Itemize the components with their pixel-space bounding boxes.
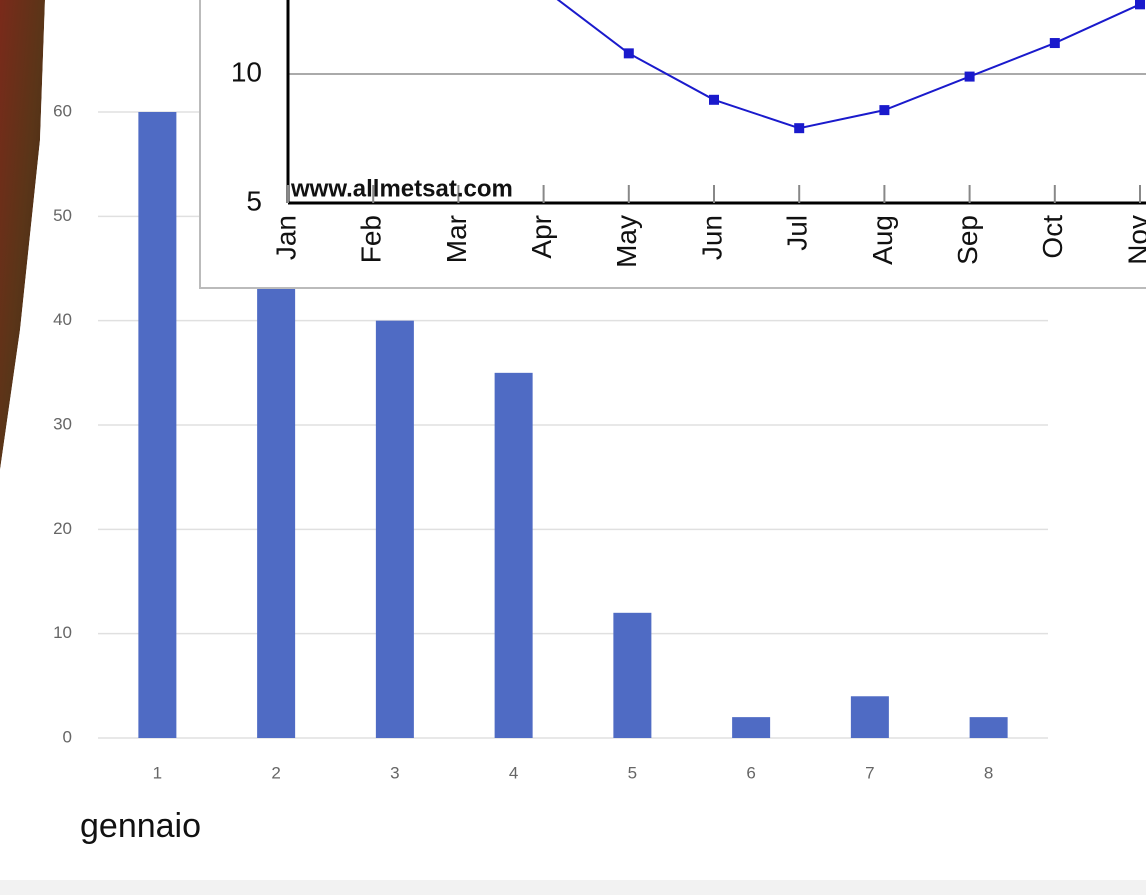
x-tick-label: 5 [628, 763, 637, 782]
line-point [1050, 38, 1060, 48]
bar [732, 717, 770, 738]
line-point [879, 105, 889, 115]
bar [851, 696, 889, 738]
x-tick-label: 3 [390, 763, 399, 782]
bar [376, 321, 414, 738]
line-chart-card: 5 10 Jan Feb Mar Apr May Jun Jul Aug Sep Oct Nov www.… [200, 0, 1146, 288]
x-tick-label: 8 [984, 763, 993, 782]
y-tick-label: 10 [53, 623, 72, 642]
x-tick-label: Sep [952, 215, 983, 265]
y-tick-label: 5 [246, 185, 262, 216]
line-point [794, 123, 804, 133]
x-tick-label: 6 [746, 763, 755, 782]
x-tick-label: 4 [509, 763, 518, 782]
line-point [1135, 0, 1145, 9]
y-tick-label: 50 [53, 206, 72, 225]
x-tick-label: Aug [867, 215, 898, 265]
x-axis-label: gennaio [80, 807, 201, 845]
card-frame [200, 0, 1146, 288]
screenshot: 0 10 20 30 40 50 60 1 2 3 4 5 6 7 8 gennaio 5 10 Jan Feb Ma… [0, 0, 1146, 895]
x-tick-label: May [611, 215, 642, 268]
bar [970, 717, 1008, 738]
x-tick-label: Feb [356, 215, 387, 263]
watermark: www.allmetsat.com [290, 175, 513, 202]
y-tick-label: 10 [231, 56, 262, 87]
x-tick-label: Oct [1037, 215, 1068, 259]
line-point [709, 95, 719, 105]
x-tick-label: 1 [153, 763, 162, 782]
x-tick-label: Jul [782, 215, 813, 251]
bar [138, 112, 176, 738]
x-tick-label: 2 [271, 763, 280, 782]
x-tick-label: Jan [270, 215, 301, 260]
line-point [965, 72, 975, 82]
y-tick-label: 60 [53, 101, 72, 120]
x-tick-label: 7 [865, 763, 874, 782]
bar [257, 216, 295, 738]
y-tick-label: 40 [53, 310, 72, 329]
x-tick-label: Apr [526, 215, 557, 259]
x-tick-label: Nov [1122, 215, 1146, 265]
line-point [624, 48, 634, 58]
y-tick-label: 30 [53, 414, 72, 433]
x-tick-label: Jun [696, 215, 727, 260]
bar [613, 613, 651, 738]
y-tick-label: 0 [63, 727, 72, 746]
y-tick-label: 20 [53, 519, 72, 538]
bar [495, 373, 533, 738]
x-tick-label: Mar [441, 215, 472, 263]
